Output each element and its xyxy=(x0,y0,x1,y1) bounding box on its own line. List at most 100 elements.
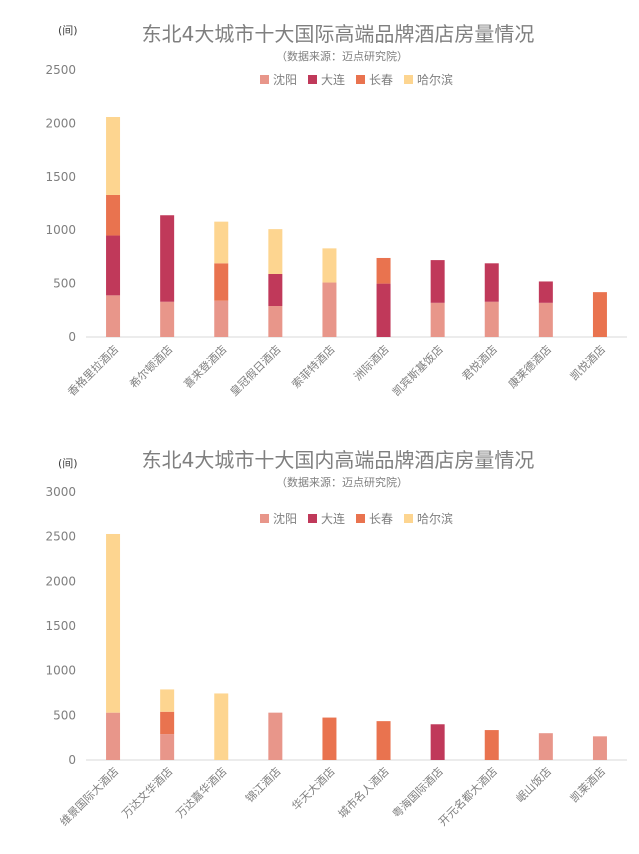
bar-segment xyxy=(376,283,391,337)
bar-segment xyxy=(484,301,499,337)
bar-segment xyxy=(322,717,337,760)
y-tick-label: 500 xyxy=(53,277,76,291)
bar-segment xyxy=(430,302,445,337)
bar-segment xyxy=(214,221,229,264)
x-category-label: 喜来登酒店 xyxy=(181,342,230,391)
legend-label: 长春 xyxy=(369,73,393,87)
x-category-label: 凯悦酒店 xyxy=(567,342,608,383)
bar-segment xyxy=(214,300,229,337)
x-category-label: 粤海国际酒店 xyxy=(389,764,446,821)
bar-segment xyxy=(106,235,121,296)
x-category-label: 万达文华酒店 xyxy=(119,764,176,821)
chart-2-subtitle: （数据来源：迈点研究院） xyxy=(276,475,408,489)
y-tick-label: 1000 xyxy=(45,223,76,237)
legend-label: 沈阳 xyxy=(273,72,297,87)
chart-2-y-axis: 0 500 1000 1500 2000 2500 3000 xyxy=(45,485,627,767)
chart-1-legend: 沈阳 大连 长春 哈尔滨 xyxy=(260,72,453,87)
bar-segment xyxy=(376,721,391,760)
y-tick-label: 0 xyxy=(68,753,76,767)
legend-swatch xyxy=(308,75,317,84)
x-category-label: 香格里拉酒店 xyxy=(65,342,122,399)
bar-segment xyxy=(268,229,283,274)
bar-segment xyxy=(214,263,229,301)
x-category-label: 康莱德酒店 xyxy=(505,342,554,391)
x-category-label: 万达嘉华酒店 xyxy=(173,764,230,821)
chart-1-y-axis: 0 500 1000 1500 2000 2500 xyxy=(45,63,627,344)
x-category-label: 城市名人酒店 xyxy=(335,764,392,821)
x-category-label: 希尔顿酒店 xyxy=(126,342,175,391)
legend-label: 大连 xyxy=(321,511,345,526)
x-category-label: 锦江酒店 xyxy=(242,764,283,805)
bar-segment xyxy=(214,693,229,760)
legend-label: 沈阳 xyxy=(273,511,297,526)
y-tick-label: 2500 xyxy=(45,530,76,544)
bar-segment xyxy=(160,689,175,712)
x-category-label: 君悦酒店 xyxy=(459,342,500,383)
y-tick-label: 500 xyxy=(53,708,76,722)
bar-segment xyxy=(538,281,553,303)
legend-label: 哈尔滨 xyxy=(417,511,453,526)
chart-1-subtitle: （数据来源：迈点研究院） xyxy=(276,49,408,63)
legend-swatch xyxy=(404,514,413,523)
chart-1-title: 东北4大城市十大国际高端品牌酒店房量情况 xyxy=(142,22,535,46)
y-tick-label: 1500 xyxy=(45,170,76,184)
y-tick-label: 2000 xyxy=(45,116,76,130)
x-category-label: 索菲特酒店 xyxy=(289,342,338,391)
legend-swatch xyxy=(404,75,413,84)
bar-segment xyxy=(106,194,121,236)
y-tick-label: 1500 xyxy=(45,619,76,633)
y-tick-label: 3000 xyxy=(45,485,76,499)
legend-label: 大连 xyxy=(321,72,345,87)
bar-segment xyxy=(592,736,607,760)
bar-segment xyxy=(484,730,499,760)
bar-segment xyxy=(538,302,553,337)
x-category-label: 凯莱酒店 xyxy=(567,764,608,805)
chart-1-bars xyxy=(106,116,607,337)
x-category-label: 皇冠假日酒店 xyxy=(227,342,284,399)
bar-segment xyxy=(268,306,283,337)
bar-segment xyxy=(592,292,607,337)
bar-segment xyxy=(484,263,499,302)
bar-segment xyxy=(322,248,337,283)
bar-segment xyxy=(160,711,175,735)
y-tick-label: 1000 xyxy=(45,664,76,678)
bar-segment xyxy=(106,295,121,337)
bar-segment xyxy=(160,301,175,337)
chart-2-unit-label: (间) xyxy=(58,457,78,470)
y-tick-label: 2500 xyxy=(45,63,76,77)
x-category-label: 凯宾斯基饭店 xyxy=(389,342,446,399)
chart-2-title: 东北4大城市十大国内高端品牌酒店房量情况 xyxy=(142,448,535,472)
x-category-label: 维景国际大酒店 xyxy=(57,764,121,828)
bar-segment xyxy=(106,533,121,713)
legend-label: 哈尔滨 xyxy=(417,72,453,87)
bar-segment xyxy=(430,724,445,760)
legend-swatch xyxy=(308,514,317,523)
bar-segment xyxy=(160,734,175,760)
legend-swatch xyxy=(260,75,269,84)
x-category-label: 洲际酒店 xyxy=(351,342,392,383)
bar-segment xyxy=(160,215,175,302)
bar-segment xyxy=(376,257,391,284)
bar-segment xyxy=(430,260,445,303)
bar-segment xyxy=(538,733,553,760)
bar-segment xyxy=(106,116,121,195)
legend-swatch xyxy=(356,514,365,523)
legend-swatch xyxy=(260,514,269,523)
x-category-label: 华天大酒店 xyxy=(289,764,338,813)
x-category-label: 岷山饭店 xyxy=(513,764,554,805)
bar-segment xyxy=(268,712,283,760)
chart-2-legend: 沈阳 大连 长春 哈尔滨 xyxy=(260,511,453,526)
y-tick-label: 2000 xyxy=(45,574,76,588)
bar-segment xyxy=(106,712,121,760)
y-tick-label: 0 xyxy=(68,330,76,344)
chart-2-bars xyxy=(106,533,607,760)
chart-1-unit-label: (间) xyxy=(58,24,78,37)
bar-segment xyxy=(322,282,337,337)
bar-segment xyxy=(268,273,283,307)
legend-label: 长春 xyxy=(369,512,393,526)
legend-swatch xyxy=(356,75,365,84)
